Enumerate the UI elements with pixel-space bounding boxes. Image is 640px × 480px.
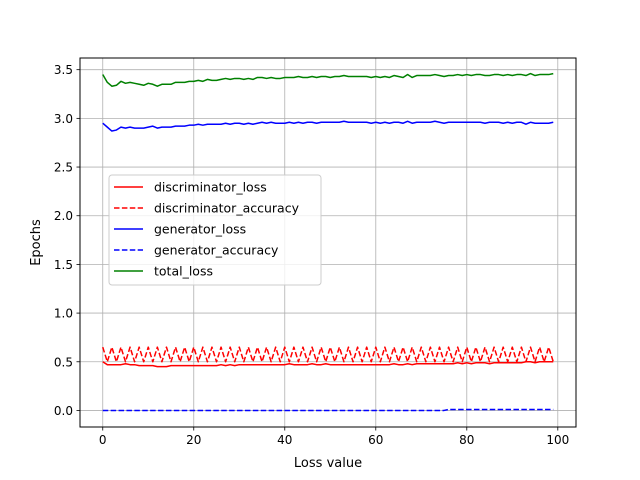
y-tick-label: 0.0	[54, 404, 73, 418]
y-tick-label: 1.5	[54, 258, 73, 272]
y-tick-label: 2.0	[54, 209, 73, 223]
y-tick-label: 0.5	[54, 355, 73, 369]
y-axis-label: Epochs	[29, 219, 44, 266]
legend-label: generator_loss	[154, 222, 246, 237]
legend-box	[108, 174, 322, 286]
legend: discriminator_loss discriminator_accuracy…	[108, 174, 322, 286]
y-tick-label: 2.5	[54, 161, 73, 175]
x-tick-label: 40	[277, 433, 292, 447]
x-axis-label: Loss value	[294, 456, 362, 471]
legend-label: total_loss	[154, 264, 213, 279]
plot-frame	[79, 57, 577, 428]
y-tick-label: 3.0	[54, 112, 73, 126]
x-tick-label: 0	[99, 433, 107, 447]
series-line-discriminator-loss	[102, 361, 554, 368]
axis-ticks: 0 20 40 60 80 100 0.0 0.5 1.0 1.5 2.0 2.5 3.0 3.5	[54, 63, 569, 447]
x-tick-label: 80	[459, 433, 474, 447]
x-tick-label: 20	[186, 433, 201, 447]
legend-items: discriminator_loss discriminator_accuracy…	[114, 180, 300, 279]
legend-label: discriminator_accuracy	[154, 201, 300, 216]
series-line-generator-accuracy	[102, 408, 554, 412]
y-tick-label: 1.0	[54, 307, 73, 321]
x-tick-label: 60	[368, 433, 383, 447]
series-line-generator-loss	[102, 120, 554, 132]
series-line-total-loss	[102, 72, 554, 87]
x-tick-label: 100	[546, 433, 569, 447]
legend-label: generator_accuracy	[154, 243, 279, 258]
legend-label: discriminator_loss	[154, 180, 267, 195]
series-lines	[102, 72, 554, 412]
y-tick-label: 3.5	[54, 63, 73, 77]
